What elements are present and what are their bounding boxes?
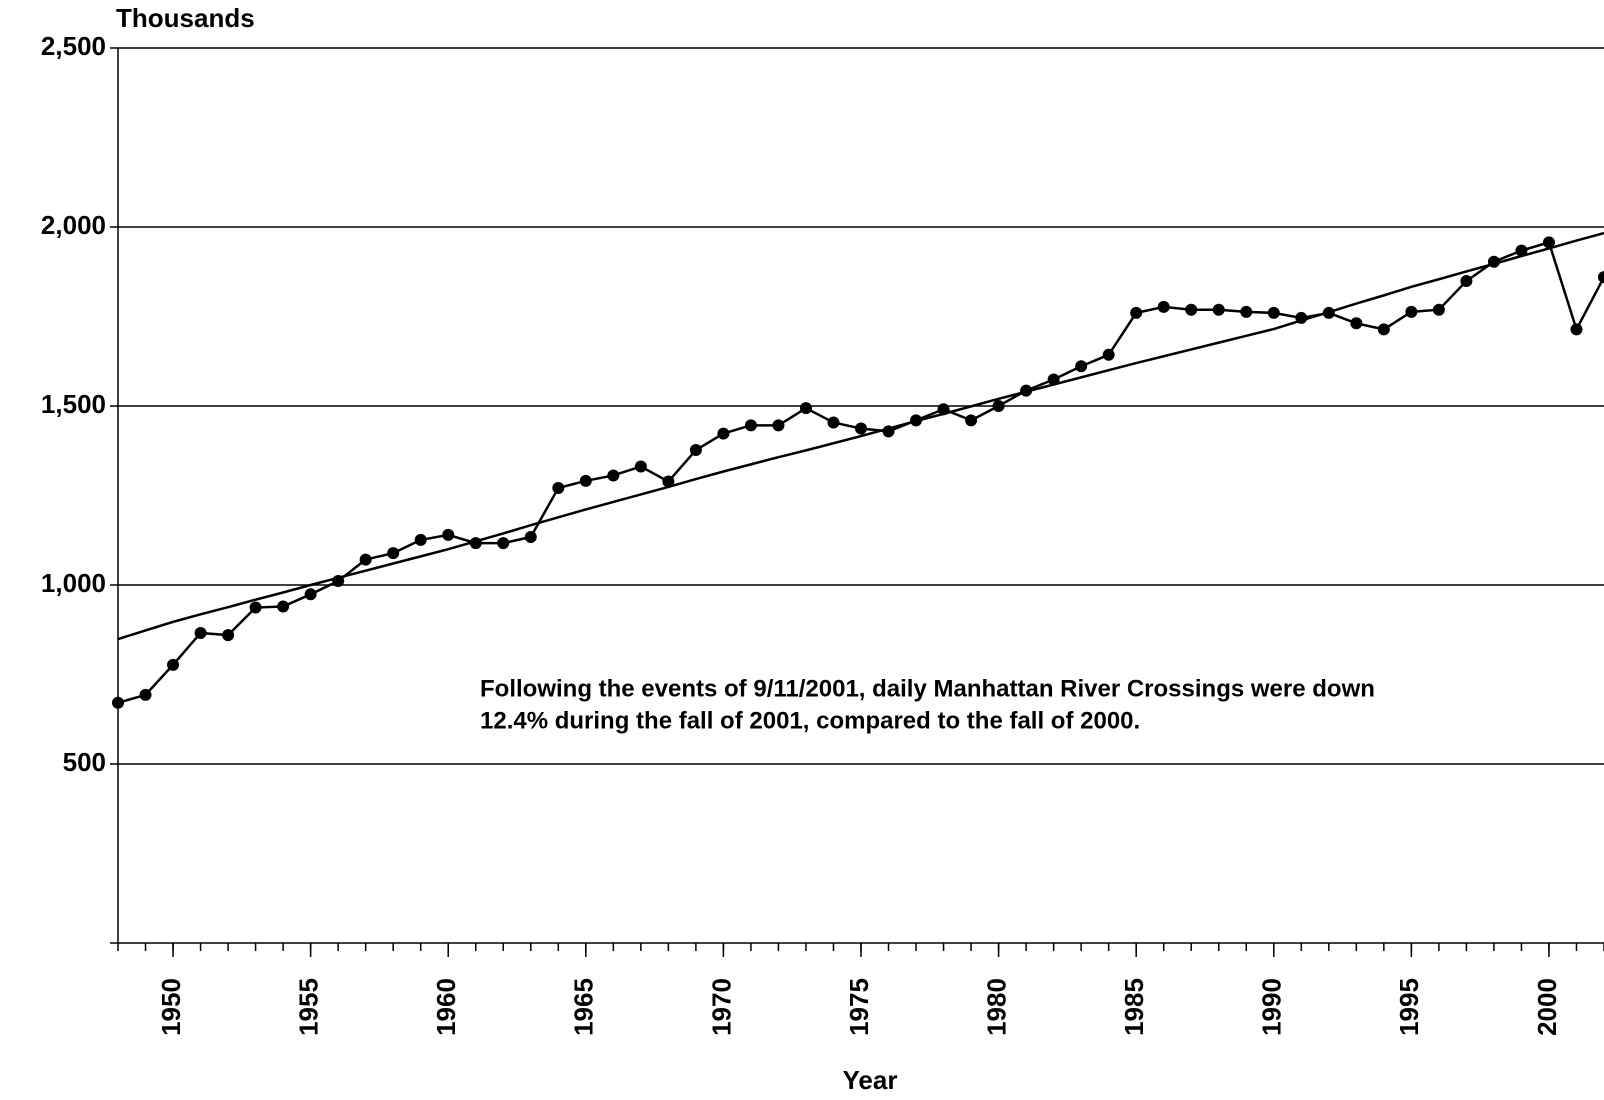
data-point [277,600,290,613]
data-point [1130,306,1143,319]
data-point [717,427,730,440]
data-point [992,400,1005,412]
data-point [167,658,180,671]
annotation: Following the events of 9/11/2001, daily… [480,675,1375,702]
data-point [1570,323,1583,336]
data-point [1212,303,1225,316]
x-tick-label: 1995 [1394,978,1424,1036]
data-point [689,444,702,457]
data-point [1075,360,1088,373]
data-point [662,475,675,488]
annotation: 12.4% during the fall of 2001, compared … [480,707,1140,734]
data-point [1460,275,1473,288]
data-point [497,537,510,550]
y-tick-label: 1,500 [41,389,106,419]
data-point [222,629,235,642]
data-point [827,416,840,429]
data-point [1432,303,1445,316]
data-point [249,601,262,614]
data-point [1350,317,1363,330]
data-point [1240,305,1253,318]
data-point [359,553,372,566]
x-tick-label: 1980 [981,978,1011,1036]
data-point [1542,236,1555,249]
y-tick-label: 1,000 [41,568,106,598]
data-point [414,533,427,546]
x-tick-label: 1955 [294,978,324,1036]
data-point [1598,271,1604,284]
data-point [304,588,317,601]
data-point [579,474,592,487]
x-tick-label: 1960 [431,978,461,1036]
data-point [1157,300,1170,313]
data-point [387,547,400,560]
data-point [139,688,152,701]
y-tick-label: 2,500 [41,31,106,61]
x-tick-label: 1990 [1257,978,1287,1036]
x-tick-label: 1985 [1119,978,1149,1036]
data-point [1377,323,1390,336]
data-point [112,696,124,709]
data-point [965,414,978,427]
data-point [799,402,812,415]
data-point [524,531,537,544]
data-point [552,481,565,494]
data-point [744,419,757,432]
data-point [1405,305,1418,318]
y-tick-label: 500 [63,747,106,777]
data-point [855,422,867,435]
data-point [607,469,620,482]
data-point [1267,306,1280,319]
y-axis-label: Thousands [116,3,255,33]
x-tick-label: 2000 [1532,978,1562,1036]
x-axis-label: Year [843,1065,898,1095]
data-point [772,419,785,432]
data-point [194,626,207,639]
x-tick-label: 1965 [569,978,599,1036]
x-tick-label: 1975 [844,978,874,1036]
x-tick-label: 1950 [156,978,186,1036]
series-line [117,231,1604,641]
data-point [634,460,647,473]
data-point [1102,348,1115,361]
series-line [117,240,1604,704]
y-tick-label: 2,000 [41,210,106,240]
data-point [442,528,455,541]
data-point [1515,244,1528,257]
x-tick-label: 1970 [706,978,736,1036]
data-point [1185,303,1198,316]
